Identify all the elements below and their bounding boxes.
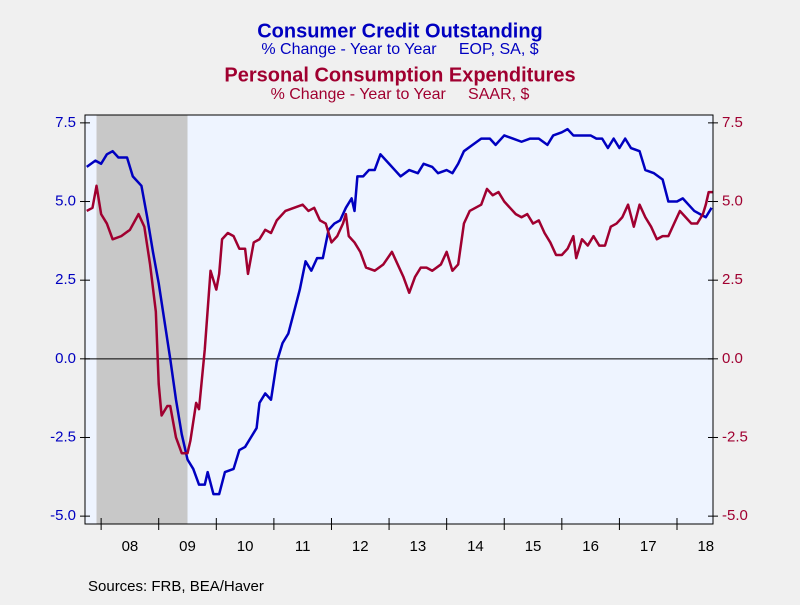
y-tick-label: -5.0 — [50, 507, 76, 524]
y-tick-label: 2.5 — [55, 271, 76, 288]
x-tick-label: 09 — [179, 538, 196, 555]
x-tick-label: 16 — [582, 538, 599, 555]
y-tick-label: 0.0 — [55, 350, 76, 367]
x-tick-label: 13 — [410, 538, 427, 555]
plot-area — [85, 115, 713, 524]
x-tick-label: 10 — [237, 538, 254, 555]
x-tick-label: 14 — [467, 538, 484, 555]
series-line — [86, 184, 713, 455]
x-tick-label: 18 — [697, 538, 714, 555]
y2-tick-label: 0.0 — [722, 350, 743, 367]
source: Sources: FRB, BEA/Haver — [88, 578, 264, 595]
x-tick-label: 17 — [640, 538, 657, 555]
recession-shade — [96, 115, 188, 524]
y2-tick-label: 7.5 — [722, 114, 743, 131]
title: Personal Consumption Expenditures — [224, 64, 575, 86]
y2-tick-label: -2.5 — [722, 428, 748, 445]
series-line — [85, 127, 713, 496]
y-tick-label: 5.0 — [55, 192, 76, 209]
subtitle: % Change - Year to Year SAAR, $ — [271, 86, 530, 103]
y2-tick-label: 2.5 — [722, 271, 743, 288]
title: Consumer Credit Outstanding — [257, 20, 543, 42]
y-tick-label: -2.5 — [50, 428, 76, 445]
y2-tick-label: 5.0 — [722, 192, 743, 209]
x-tick-label: 12 — [352, 538, 369, 555]
plot-border — [84, 114, 714, 525]
subtitle: % Change - Year to Year EOP, SA, $ — [261, 41, 538, 58]
x-tick-label: 08 — [122, 538, 139, 555]
y2-tick-label: -5.0 — [722, 507, 748, 524]
x-tick-label: 15 — [525, 538, 542, 555]
x-tick-label: 11 — [295, 538, 311, 555]
y-tick-label: 7.5 — [55, 114, 76, 131]
